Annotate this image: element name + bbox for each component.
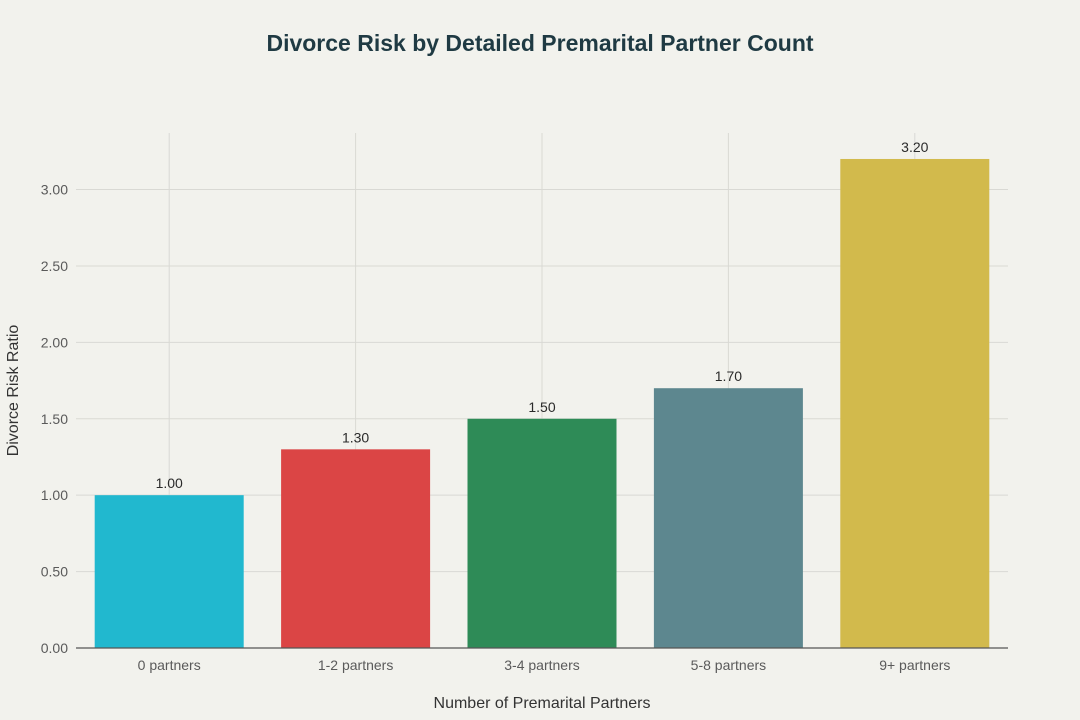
- bars: [94, 158, 990, 648]
- bar: [467, 418, 617, 648]
- y-tick-label: 1.00: [41, 487, 68, 503]
- x-tick-label: 5-8 partners: [691, 657, 766, 673]
- bar: [653, 388, 803, 648]
- y-tick-label: 2.00: [41, 334, 68, 350]
- y-tick-label: 0.50: [41, 564, 68, 580]
- bar: [840, 158, 990, 648]
- data-label: 1.50: [528, 399, 555, 415]
- data-label: 3.20: [901, 139, 928, 155]
- y-axis-ticks: 0.00 0.50 1.00 1.50 2.00 2.50 3.00: [41, 182, 68, 656]
- bar: [94, 495, 244, 648]
- x-tick-label: 9+ partners: [879, 657, 950, 673]
- data-label: 1.30: [342, 429, 369, 445]
- x-tick-label: 1-2 partners: [318, 657, 393, 673]
- y-tick-label: 3.00: [41, 182, 68, 198]
- x-axis-title: Number of Premarital Partners: [434, 695, 651, 712]
- bar: [281, 449, 431, 648]
- y-axis-title: Divorce Risk Ratio: [5, 325, 22, 457]
- data-label: 1.70: [715, 368, 742, 384]
- x-tick-label: 0 partners: [138, 657, 201, 673]
- x-tick-label: 3-4 partners: [504, 657, 579, 673]
- x-axis-ticks: 0 partners 1-2 partners 3-4 partners 5-8 pa…: [138, 657, 951, 673]
- y-tick-label: 0.00: [41, 640, 68, 656]
- chart-title: Divorce Risk by Detailed Premarital Part…: [266, 30, 814, 56]
- y-tick-label: 1.50: [41, 411, 68, 427]
- y-tick-label: 2.50: [41, 258, 68, 274]
- data-label: 1.00: [156, 475, 183, 491]
- data-labels: 1.00 1.30 1.50 1.70 3.20: [156, 139, 929, 491]
